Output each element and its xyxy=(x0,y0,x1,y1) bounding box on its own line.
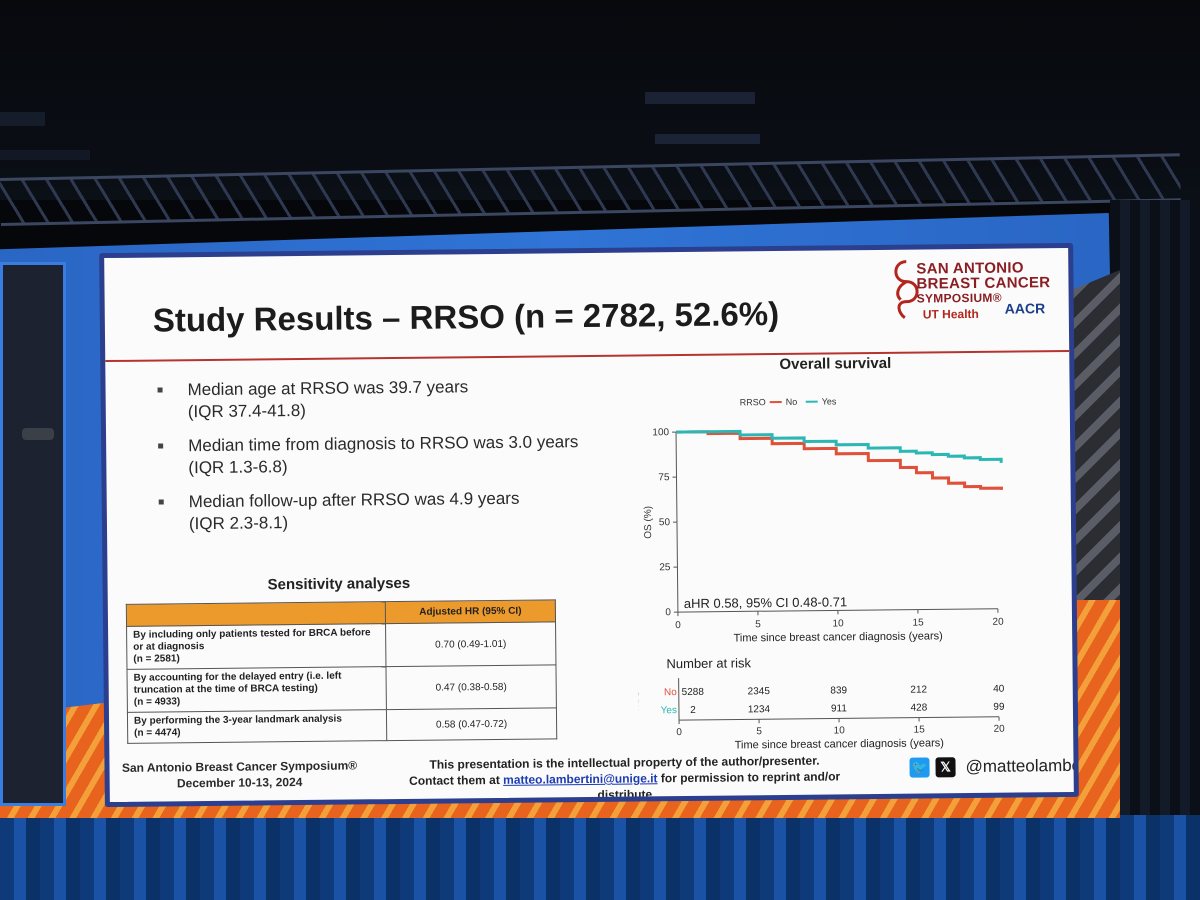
y-tick-label: 100 xyxy=(652,427,669,438)
hr-cell: 0.58 (0.47-0.72) xyxy=(386,707,557,741)
row-n: (n = 4474) xyxy=(134,727,181,739)
chart-annotation: aHR 0.58, 95% CI 0.48-0.71 xyxy=(684,594,847,611)
risk-x-tick-label: 20 xyxy=(994,724,1006,735)
ut-health-logo: UT Health xyxy=(922,306,979,322)
aacr-logo: AACR xyxy=(1004,300,1046,317)
x-logo-icon: 𝕏 xyxy=(935,757,956,778)
social-handle: 🐦 𝕏 @matteolambe xyxy=(909,755,1079,778)
contact-email-link[interactable]: matteo.lambertini@unige.it xyxy=(503,771,658,787)
x-tick-label: 20 xyxy=(992,617,1004,628)
table-header-cell xyxy=(126,601,386,627)
x-tick-label: 5 xyxy=(755,619,761,630)
row-label: By including only patients tested for BR… xyxy=(133,627,371,653)
side-video-panel xyxy=(0,262,66,806)
legend-title: RRSO xyxy=(740,397,766,407)
risk-table-axis-label: RRSO xyxy=(635,690,642,719)
row-n: (n = 2581) xyxy=(133,653,180,665)
legend-label: No xyxy=(786,397,798,407)
contact-pre: Contact them at xyxy=(409,772,504,788)
risk-value: 212 xyxy=(910,684,927,695)
table-header-cell: Adjusted HR (95% CI) xyxy=(385,599,556,624)
x-tick-label: 15 xyxy=(912,617,924,628)
km-curve-no xyxy=(676,430,1003,490)
x-tick-label: 0 xyxy=(675,620,681,631)
bullet-item: Median time from diagnosis to RRSO was 3… xyxy=(154,431,634,480)
bullet-subtext: (IQR 1.3-6.8) xyxy=(188,457,288,478)
ceiling-light xyxy=(655,134,760,144)
sensitivity-title: Sensitivity analyses xyxy=(267,574,411,594)
ceiling-light xyxy=(645,92,755,104)
risk-value: 428 xyxy=(911,702,928,713)
risk-value: 911 xyxy=(831,703,847,714)
x-tick-label: 10 xyxy=(832,618,844,629)
bullet-icon xyxy=(157,387,163,393)
x-axis-label: Time since breast cancer diagnosis (year… xyxy=(733,630,942,644)
table-cell: By accounting for the delayed entry (i.e… xyxy=(126,666,387,713)
stage-curtain xyxy=(0,815,1200,900)
km-curve-yes xyxy=(676,429,1003,463)
table-row: By performing the 3-year landmark analys… xyxy=(127,707,557,744)
risk-x-tick-label: 15 xyxy=(914,724,926,735)
presentation-slide: Study Results – RRSO (n = 2782, 52.6%) S… xyxy=(99,242,1079,808)
bullet-subtext: (IQR 37.4-41.8) xyxy=(187,400,306,422)
risk-x-tick-label: 10 xyxy=(834,725,846,736)
bullet-icon xyxy=(158,499,164,505)
microphone-icon xyxy=(22,428,54,440)
y-tick-label: 75 xyxy=(658,472,670,483)
table-cell: By performing the 3-year landmark analys… xyxy=(127,709,387,744)
sensitivity-table: Adjusted HR (95% CI) By including only p… xyxy=(126,599,557,744)
contact-line: Contact them at matteo.lambertini@unige.… xyxy=(390,768,860,805)
table-row: By including only patients tested for BR… xyxy=(126,621,556,670)
footer-dates: December 10-13, 2024 xyxy=(176,775,303,791)
row-label: By accounting for the delayed entry (i.e… xyxy=(133,670,342,696)
footer-copyright: This presentation is the intellectual pr… xyxy=(389,752,859,805)
risk-table-title: Number at risk xyxy=(666,655,751,671)
risk-row-label: Yes xyxy=(661,705,677,716)
risk-value: 1234 xyxy=(748,704,771,715)
row-n: (n = 4933) xyxy=(133,696,181,708)
risk-x-axis-label: Time since breast cancer diagnosis (year… xyxy=(735,737,944,751)
bullet-list: Median age at RRSO was 39.7 years (IQR 3… xyxy=(153,375,635,546)
bullet-item: Median follow-up after RRSO was 4.9 year… xyxy=(155,487,635,536)
bullet-item: Median age at RRSO was 39.7 years (IQR 3… xyxy=(153,375,633,424)
risk-value: 40 xyxy=(993,684,1005,695)
slide-title: Study Results – RRSO (n = 2782, 52.6%) xyxy=(152,294,780,339)
y-tick-label: 0 xyxy=(665,607,671,618)
table-row: By accounting for the delayed entry (i.e… xyxy=(126,664,557,713)
risk-value: 2 xyxy=(690,705,696,716)
y-tick-label: 50 xyxy=(659,517,671,528)
handle-text[interactable]: @matteolambe xyxy=(965,755,1079,777)
footer-symposium: San Antonio Breast Cancer Symposium® Dec… xyxy=(119,757,359,792)
y-tick-label: 25 xyxy=(659,562,671,573)
bullet-icon xyxy=(158,443,164,449)
side-curtain xyxy=(1110,200,1200,820)
sabcs-ribbon-logo-icon xyxy=(894,260,919,319)
y-axis-label: OS (%) xyxy=(643,506,654,539)
ceiling-light xyxy=(0,150,90,160)
bullet-subtext: (IQR 2.3-8.1) xyxy=(188,513,289,534)
twitter-bird-icon: 🐦 xyxy=(909,757,930,778)
risk-x-tick-label: 5 xyxy=(756,726,762,737)
hr-cell: 0.70 (0.49-1.01) xyxy=(385,621,556,667)
risk-x-tick-label: 0 xyxy=(676,727,682,738)
footer-symposium-name: San Antonio Breast Cancer Symposium® xyxy=(121,758,358,775)
risk-value: 5288 xyxy=(682,687,705,698)
hr-cell: 0.47 (0.38-0.58) xyxy=(385,664,557,710)
risk-value: 2345 xyxy=(748,686,771,697)
logo-line-2: BREAST CANCER xyxy=(916,274,1051,293)
risk-row-label: No xyxy=(664,687,677,698)
ceiling-light xyxy=(0,112,45,126)
legend-label: Yes xyxy=(822,396,837,406)
risk-value: 839 xyxy=(830,685,847,696)
chart-title: Overall survival xyxy=(779,355,891,373)
risk-value: 99 xyxy=(993,702,1005,713)
bullet-text: Median time from diagnosis to RRSO was 3… xyxy=(188,432,579,456)
table-cell: By including only patients tested for BR… xyxy=(126,623,386,670)
